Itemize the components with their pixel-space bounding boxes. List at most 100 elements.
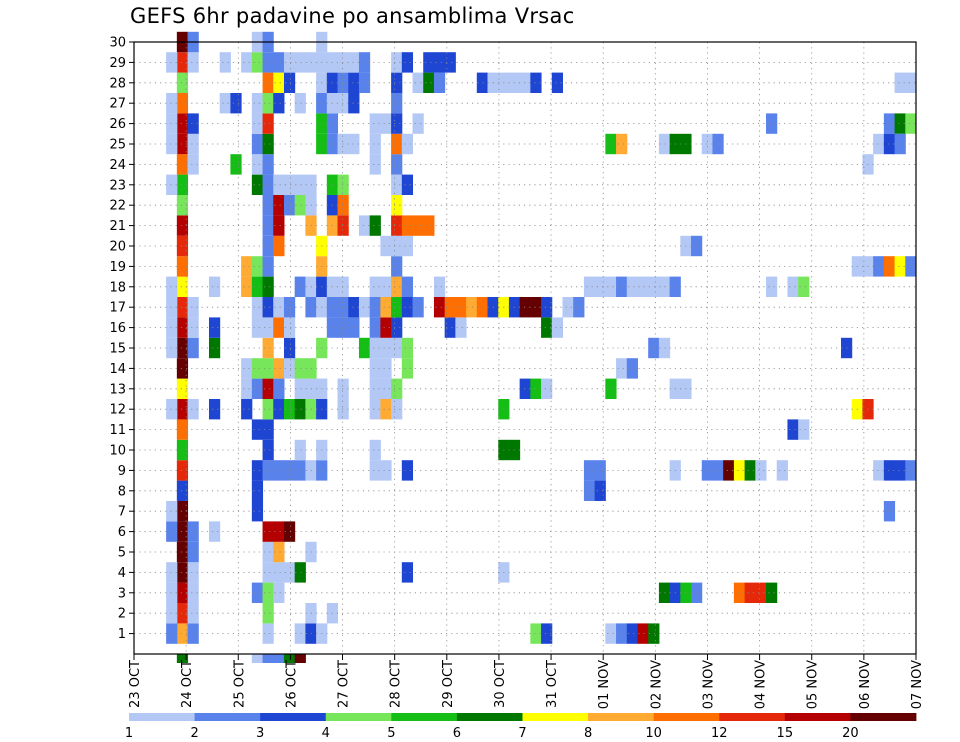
heatmap-cell (433, 52, 446, 73)
heatmap-cell (176, 654, 189, 663)
heatmap-cell (358, 72, 371, 93)
heatmap-cell (176, 317, 189, 338)
heatmap-cell (701, 460, 713, 481)
heatmap-cell (166, 133, 178, 155)
heatmap-cell (187, 623, 199, 644)
heatmap-cell (605, 623, 617, 644)
heatmap-cell (294, 52, 306, 73)
heatmap-cell (187, 603, 199, 624)
heatmap-cell (262, 174, 274, 195)
heatmap-cell (251, 358, 264, 379)
x-tick-label: 26 OCT (284, 660, 299, 708)
heatmap-cell (401, 337, 414, 359)
y-tick-label: 24 (109, 158, 126, 173)
heatmap-cell (894, 256, 906, 277)
heatmap-cell (262, 133, 274, 155)
heatmap-cell (283, 174, 296, 195)
heatmap-cell (166, 93, 178, 114)
heatmap-cell (380, 358, 392, 379)
heatmap-cell (401, 52, 414, 73)
heatmap-cell (744, 582, 756, 603)
heatmap-cell (166, 297, 178, 318)
heatmap-cell (273, 195, 285, 216)
heatmap-cell (412, 215, 424, 236)
y-tick-label: 22 (109, 199, 126, 214)
heatmap-cell (273, 72, 285, 93)
heatmap-cell (262, 460, 274, 481)
heatmap-cell (701, 133, 713, 155)
heatmap-cell (391, 235, 403, 257)
heatmap-cell (348, 297, 360, 318)
heatmap-cell (241, 276, 253, 297)
y-tick-label: 1 (118, 627, 126, 642)
heatmap-cell (369, 439, 381, 461)
y-tick-label: 18 (109, 280, 126, 295)
heatmap-cell (348, 133, 360, 155)
heatmap-cell (262, 439, 274, 461)
legend-swatch (391, 713, 458, 721)
y-tick-label: 27 (109, 97, 126, 112)
heatmap-cell (401, 174, 414, 195)
heatmap-cell (273, 297, 285, 318)
y-tick-label: 3 (118, 586, 126, 601)
heatmap-cell (262, 654, 274, 663)
heatmap-cell (230, 93, 242, 114)
heatmap-cell (605, 378, 617, 399)
legend-swatch (784, 713, 851, 721)
heatmap-cell (187, 521, 199, 542)
legend-swatch (719, 713, 786, 721)
heatmap-cell (166, 337, 178, 359)
heatmap-cell (176, 419, 189, 440)
x-tick-label: 03 NOV (701, 660, 716, 709)
heatmap-cell (262, 235, 274, 257)
heatmap-cell (776, 460, 788, 481)
x-tick-label: 27 OCT (337, 660, 352, 708)
heatmap-cell (273, 358, 285, 379)
heatmap-cell (391, 399, 403, 420)
heatmap-cell (262, 256, 274, 277)
heatmap-cell (219, 93, 231, 114)
heatmap-cell (273, 541, 285, 563)
heatmap-cell (380, 276, 392, 297)
heatmap-cell (616, 358, 628, 379)
heatmap-cell (166, 521, 178, 542)
heatmap-cell (369, 113, 381, 134)
heatmap-cell (401, 358, 414, 379)
heatmap-cell (176, 358, 189, 379)
heatmap-cell (401, 562, 414, 583)
heatmap-cell (219, 52, 231, 73)
heatmap-cell (294, 358, 306, 379)
heatmap-cell (208, 317, 221, 338)
heatmap-cell (294, 195, 306, 216)
heatmap-cell (605, 133, 617, 155)
heatmap-cell (573, 297, 585, 318)
heatmap-cell (241, 378, 253, 399)
heatmap-cell (444, 297, 456, 318)
heatmap-cell (530, 72, 542, 93)
heatmap-cell (283, 72, 296, 93)
heatmap-cell (251, 654, 264, 663)
heatmap-cell (530, 378, 542, 399)
x-tick-label: 24 OCT (180, 660, 195, 708)
heatmap-cell (883, 501, 896, 522)
heatmap-cell (401, 215, 414, 236)
heatmap-cell (476, 297, 488, 318)
y-tick-label: 20 (109, 240, 126, 255)
heatmap-cell (294, 654, 306, 663)
heatmap-cell (262, 317, 274, 338)
heatmap-cell (251, 501, 264, 522)
heatmap-cell (187, 154, 199, 175)
legend-label: 20 (842, 726, 859, 741)
heatmap-cell (283, 52, 296, 73)
heatmap-cell (176, 72, 189, 93)
heatmap-cell (616, 276, 628, 297)
heatmap-cell (262, 378, 274, 399)
legend-swatch (129, 713, 195, 721)
y-tick-label: 15 (109, 342, 126, 357)
x-tick-label: 23 OCT (128, 660, 143, 708)
heatmap-cell (166, 317, 178, 338)
heatmap-cell (166, 582, 178, 603)
heatmap-cell (519, 72, 531, 93)
heatmap-cell (166, 399, 178, 420)
heatmap-cell (401, 133, 414, 155)
